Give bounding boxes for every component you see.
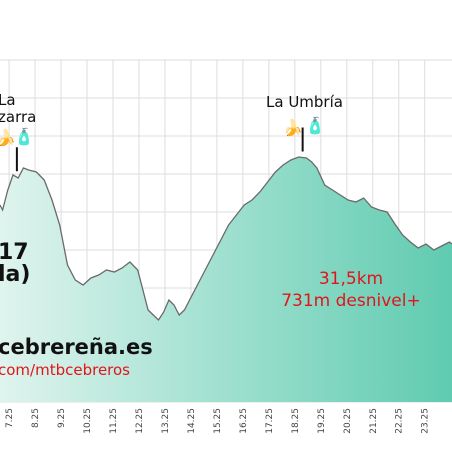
x-axis-ticks: 7.25 8.25 9.25 10.25 11.25 12.25 13.25 14.25 15.… xyxy=(5,408,431,434)
waypoint-2-line1: La Umbría xyxy=(266,93,343,111)
waypoint-1-line2: zarra xyxy=(0,108,37,126)
x-tick-label: 21.25 xyxy=(369,408,379,434)
elevation-gain-label: 731m desnivel+ xyxy=(281,291,421,311)
waypoint-1-line1: La xyxy=(0,91,16,109)
left-annotation-line1: 17 xyxy=(0,240,29,265)
x-tick-label: 11.25 xyxy=(109,408,119,434)
banana-icon: 🍌 xyxy=(0,128,16,147)
social-url: com/mtbcebreros xyxy=(0,361,130,379)
x-tick-label: 13.25 xyxy=(161,408,171,434)
waypoint-label-1: La zarra xyxy=(0,92,36,126)
x-tick-label: 23.25 xyxy=(421,408,431,434)
x-tick-label: 22.25 xyxy=(395,408,405,434)
elevation-line xyxy=(0,156,452,322)
x-tick-label: 7.25 xyxy=(5,408,15,428)
x-tick-label: 10.25 xyxy=(83,408,93,434)
x-tick-label: 16.25 xyxy=(239,408,249,434)
water-bottle-icon-2: 🧴 xyxy=(305,116,325,135)
x-tick-label: 19.25 xyxy=(317,408,327,434)
x-tick-label: 8.25 xyxy=(31,408,41,428)
distance-label: 31,5km xyxy=(318,269,384,289)
x-tick-label: 15.25 xyxy=(213,408,223,434)
x-tick-label: 17.25 xyxy=(265,408,275,434)
route-stats: 31,5km 731m desnivel+ xyxy=(276,268,426,312)
x-tick-label: 12.25 xyxy=(135,408,145,434)
left-annotation-line2: la) xyxy=(0,262,31,287)
waypoint-label-2: La Umbría xyxy=(266,94,343,111)
elevation-area xyxy=(0,157,452,402)
waypoint-markers xyxy=(15,127,304,172)
banana-icon-2: 🍌 xyxy=(283,118,303,137)
water-bottle-icon: 🧴 xyxy=(14,127,34,146)
x-tick-label: 18.25 xyxy=(291,408,301,434)
x-tick-label: 9.25 xyxy=(57,408,67,428)
x-tick-label: 14.25 xyxy=(187,408,197,434)
site-label: cebrereña.es xyxy=(0,335,153,359)
x-tick-label: 20.25 xyxy=(343,408,353,434)
